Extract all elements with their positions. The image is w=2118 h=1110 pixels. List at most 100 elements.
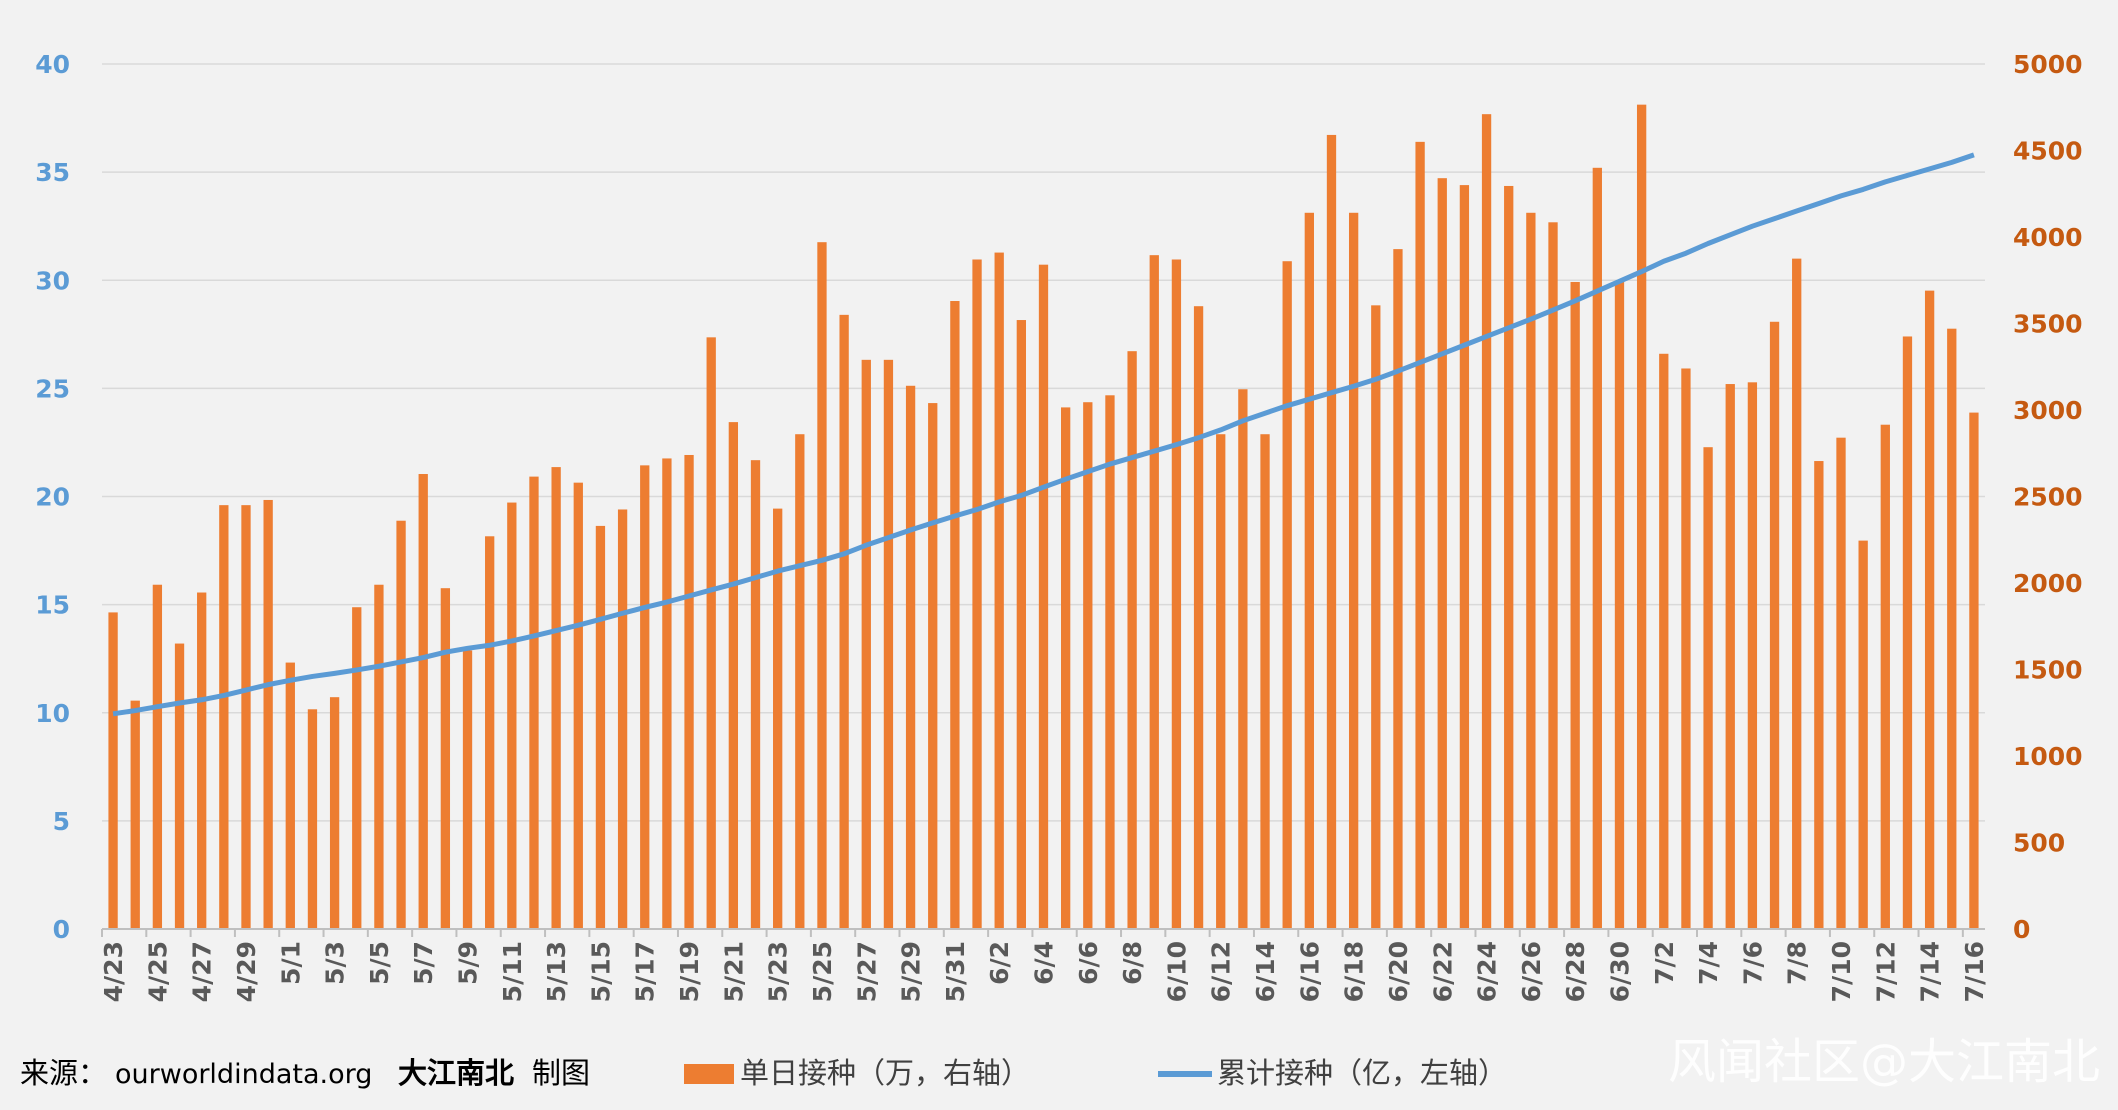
- x-tick-label: 7/10: [1827, 941, 1856, 1002]
- bar: [595, 525, 606, 929]
- bar: [795, 434, 805, 929]
- bar: [1304, 212, 1314, 929]
- bar: [1193, 306, 1204, 929]
- right-tick-label: 2500: [2013, 483, 2083, 512]
- right-tick-label: 3500: [2013, 310, 2083, 339]
- bar: [1924, 290, 1935, 929]
- bar: [241, 505, 251, 929]
- daily-bars: [108, 104, 1979, 930]
- x-tick-label: 5/23: [764, 941, 793, 1002]
- x-tick-label: 7/2: [1650, 941, 1679, 985]
- bar: [1747, 382, 1758, 929]
- x-tick-label: 5/29: [897, 941, 926, 1002]
- cumulative-line-group: [112, 152, 1975, 717]
- x-tick-label: 5/3: [321, 941, 350, 985]
- x-tick-label: 4/29: [232, 941, 261, 1002]
- bar: [418, 474, 428, 929]
- right-tick-label: 5000: [2013, 50, 2083, 79]
- bar: [1769, 321, 1780, 929]
- x-tick-label: 5/7: [409, 941, 438, 985]
- left-tick-label: 20: [35, 483, 70, 512]
- x-tick-label: 5/5: [365, 941, 394, 985]
- bar: [108, 612, 118, 929]
- right-tick-label: 3000: [2013, 396, 2083, 425]
- bar: [1459, 185, 1470, 930]
- bar: [1149, 255, 1159, 930]
- bar: [1348, 212, 1359, 929]
- bar: [374, 584, 384, 929]
- bar: [352, 607, 362, 929]
- right-tick-label: 1500: [2013, 656, 2083, 685]
- bar: [1858, 540, 1868, 929]
- x-tick-label: 6/22: [1428, 941, 1457, 1002]
- bar: [1681, 368, 1691, 930]
- bar: [1016, 320, 1026, 929]
- x-tick-label: 4/25: [143, 941, 172, 1002]
- left-tick-label: 15: [35, 591, 70, 620]
- bar: [706, 337, 716, 930]
- right-tick-label: 4000: [2013, 223, 2083, 252]
- x-tick-label: 6/4: [1030, 941, 1059, 985]
- x-tick-label: 6/26: [1517, 941, 1546, 1002]
- bar: [1415, 141, 1425, 930]
- left-tick-label: 35: [35, 158, 70, 187]
- bar: [1371, 305, 1381, 930]
- x-tick-label: 5/9: [454, 941, 483, 985]
- bar: [1504, 185, 1514, 930]
- bar: [950, 301, 960, 929]
- bar: [1326, 134, 1337, 929]
- right-tick-label: 2000: [2013, 569, 2083, 598]
- bar: [1880, 424, 1890, 929]
- bar: [1083, 402, 1093, 930]
- bar: [839, 314, 849, 930]
- bar: [1836, 437, 1846, 929]
- legend-bar-label: 单日接种（万，右轴）: [740, 1056, 1030, 1090]
- bar: [1393, 249, 1403, 930]
- bar: [1548, 222, 1558, 930]
- axes: [101, 928, 1985, 937]
- x-tick-label: 6/12: [1207, 941, 1236, 1002]
- bar: [1105, 395, 1115, 929]
- bar: [1260, 434, 1270, 929]
- bar: [972, 259, 982, 929]
- bar: [1614, 281, 1625, 930]
- bar: [507, 502, 517, 929]
- bar: [773, 508, 783, 929]
- x-tick-label: 7/6: [1738, 941, 1767, 985]
- bar: [1636, 104, 1647, 929]
- x-tick-label: 5/1: [276, 941, 305, 985]
- x-tick-label: 5/21: [719, 941, 748, 1002]
- x-tick-label: 4/23: [99, 941, 128, 1002]
- x-tick-label: 7/14: [1916, 941, 1945, 1002]
- cumulative-line: [112, 152, 1975, 717]
- bar: [440, 588, 451, 929]
- bar: [1814, 461, 1824, 929]
- x-tick-label: 5/13: [542, 941, 571, 1002]
- right-axis-ticks: 0 500 1000 1500 2000 2500 3000 3500 4000 4500 5000: [2013, 50, 2083, 944]
- bar: [551, 467, 561, 929]
- bar: [1437, 178, 1447, 929]
- source-label: 来源：: [20, 1056, 107, 1090]
- x-tick-label: 6/18: [1340, 941, 1369, 1002]
- bar: [883, 359, 894, 930]
- bar: [928, 403, 938, 930]
- x-tick-label: 5/15: [586, 941, 615, 1002]
- bar: [263, 499, 273, 929]
- left-tick-label: 40: [35, 50, 70, 79]
- bar: [994, 252, 1004, 929]
- bar: [174, 643, 185, 929]
- x-tick-label: 5/31: [941, 941, 970, 1002]
- x-tick-label: 6/6: [1074, 941, 1103, 985]
- bar: [750, 460, 761, 929]
- bar: [1171, 259, 1182, 929]
- x-tick-label: 5/11: [498, 941, 527, 1002]
- x-tick-label: 7/8: [1783, 941, 1812, 985]
- bar: [617, 509, 628, 929]
- x-tick-label: 6/8: [1118, 941, 1147, 985]
- bar: [1792, 258, 1802, 929]
- bar: [130, 700, 140, 929]
- left-tick-label: 25: [35, 374, 70, 403]
- bar: [396, 520, 406, 929]
- right-tick-label: 1000: [2013, 742, 2083, 771]
- x-tick-label: 6/30: [1605, 941, 1634, 1002]
